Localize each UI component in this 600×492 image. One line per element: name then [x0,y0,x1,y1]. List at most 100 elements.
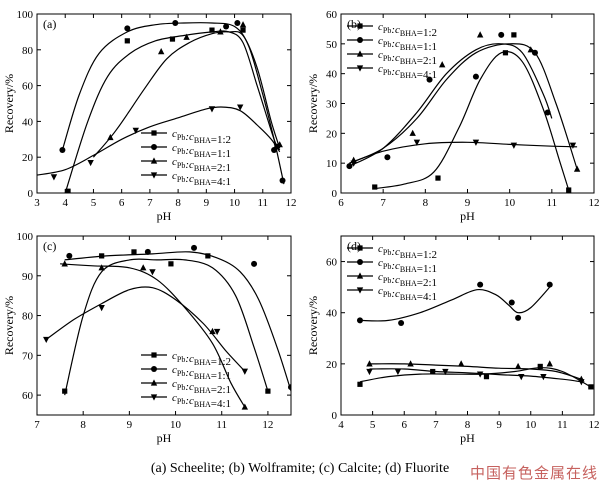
data-point [241,368,249,375]
legend-marker [151,366,157,372]
series-line [359,367,592,388]
panel-label: (a) [43,17,56,31]
x-axis-label: pH [157,209,172,223]
x-tick-label: 11 [216,419,227,431]
y-tick-label: 40 [326,69,338,81]
data-point [483,374,490,380]
data-point [357,381,363,387]
x-tick-label: 11 [257,197,268,209]
legend-marker [150,394,158,401]
series-line [45,286,246,372]
data-point [511,32,517,38]
data-point [239,21,247,28]
data-point [439,61,446,68]
data-point [514,362,522,370]
x-tick-label: 12 [262,419,273,431]
legend-label: cPb:cBHA=1:2 [172,350,231,368]
data-point [366,360,373,367]
x-tick-label: 5 [91,197,97,209]
x-tick-label: 6 [338,197,344,209]
watermark-logo: 中国有色金属在线 [470,464,599,482]
data-point [409,129,416,136]
x-tick-label: 9 [204,197,210,209]
data-point [477,281,484,288]
x-tick-label: 6 [402,419,408,431]
data-point [398,319,405,326]
plot-frame [36,13,292,194]
data-point [157,47,165,55]
data-point [66,252,73,259]
data-point [546,281,553,288]
legend-label: cPb:cBHA=2:1 [378,49,437,67]
x-tick-label: 10 [525,419,537,431]
data-point [183,33,190,40]
legend-label: cPb:cBHA=2:1 [378,271,437,289]
series-line [61,22,285,185]
data-point [107,133,114,141]
y-tick-label: 20 [22,152,34,164]
data-point [546,360,553,367]
data-series [64,244,291,392]
data-series [349,31,581,172]
x-tick-label: 7 [433,419,439,431]
x-tick-label: 10 [504,197,516,209]
series-line [64,30,281,193]
data-point [191,244,198,251]
data-point [271,147,278,154]
data-point [169,36,176,42]
data-point [273,143,281,151]
legend-marker [151,130,157,136]
data-point [131,249,137,255]
data-point [98,264,105,271]
legend: cPb:cBHA=1:2cPb:cBHA=1:1cPb:cBHA=2:1cPb:… [141,350,231,410]
data-point [124,38,130,44]
series-line [349,43,553,167]
data-point [476,31,484,38]
data-series [366,368,585,386]
legend-marker [357,23,363,29]
data-point [435,175,441,181]
legend-label: cPb:cBHA=1:1 [172,364,231,382]
legend-marker [357,259,363,265]
legend-marker [151,352,157,358]
series-line [359,286,551,322]
data-point [569,142,577,149]
data-point [172,19,179,26]
data-point [566,187,572,193]
legend-marker [356,65,364,72]
y-tick-label: 20 [326,359,338,371]
legend-label: cPb:cBHA=4:1 [172,170,231,188]
y-axis-label: Recovery/% [306,74,320,133]
data-point [515,314,522,321]
y-tick-label: 60 [22,390,34,402]
x-tick-label: 12 [589,197,600,209]
data-point [350,160,357,167]
data-point [241,403,249,410]
data-point [476,371,484,378]
legend-marker [356,50,364,57]
y-tick-label: 50 [326,39,338,51]
legend-marker [356,287,364,294]
data-point [61,260,68,267]
data-point [518,374,525,381]
x-tick-label: 7 [34,419,40,431]
x-tick-label: 12 [589,419,600,431]
data-point [537,363,543,370]
x-tick-label: 7 [380,197,386,209]
data-point [234,19,241,26]
x-tick-label: 9 [127,419,133,431]
data-point [149,269,156,276]
x-axis-label: pH [460,431,475,445]
x-tick-label: 3 [34,197,40,209]
y-tick-label: 0 [28,188,34,200]
legend-label: cPb:cBHA=1:2 [378,21,437,39]
legend-label: cPb:cBHA=2:1 [172,156,231,174]
data-series [356,281,553,326]
data-series [59,19,286,185]
x-axis-label: pH [460,209,475,223]
data-series [349,139,578,167]
x-axis-label: pH [157,431,172,445]
data-point [98,305,105,312]
